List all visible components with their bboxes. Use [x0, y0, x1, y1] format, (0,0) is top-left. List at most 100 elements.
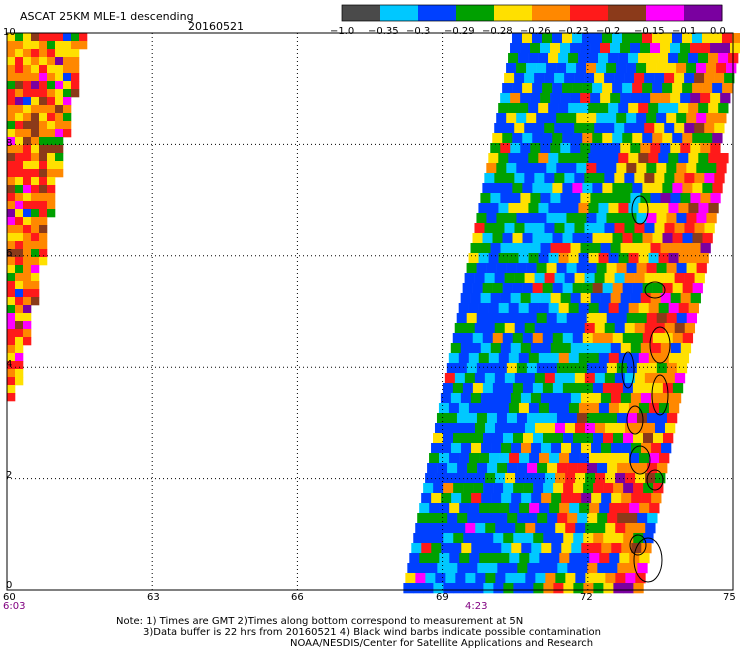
swath-cell — [15, 129, 24, 138]
swath-cell — [546, 363, 558, 374]
swath-cell — [465, 573, 476, 584]
swath-cell — [544, 423, 556, 434]
swath-cell — [550, 243, 561, 254]
swath-cell — [714, 73, 725, 84]
swath-cell — [496, 413, 508, 424]
swath-cell — [700, 93, 711, 104]
swath-cell — [549, 553, 560, 564]
swath-cell — [608, 253, 619, 264]
swath-cell — [542, 33, 553, 44]
swath-cell — [602, 183, 613, 194]
swath-cell — [431, 493, 442, 504]
swath-cell — [712, 33, 723, 44]
swath-cell — [520, 193, 531, 204]
swath-cell — [538, 53, 549, 64]
swath-cell — [23, 289, 32, 298]
swath-cell — [493, 483, 504, 494]
swath-cell — [55, 57, 64, 66]
swath-cell — [7, 89, 16, 98]
swath-cell — [577, 463, 588, 474]
swath-cell — [480, 343, 492, 354]
colorbar-swatch — [646, 5, 685, 21]
swath-cell — [600, 43, 611, 54]
swath-cell — [716, 63, 727, 74]
swath-cell — [15, 57, 24, 66]
swath-cell — [698, 53, 709, 64]
swath-cell — [672, 83, 683, 94]
swath-cell — [456, 313, 468, 324]
swath-cell — [39, 33, 48, 42]
swath-cell — [638, 153, 649, 164]
swath-cell — [644, 373, 656, 384]
swath-cell — [419, 503, 430, 514]
swath-cell — [533, 433, 544, 444]
swath-cell — [646, 113, 657, 124]
swath-cell — [566, 413, 578, 424]
swath-cell — [692, 283, 703, 294]
swath-cell — [601, 443, 612, 454]
swath-cell — [504, 73, 515, 84]
swath-cell — [15, 321, 24, 330]
swath-cell — [478, 353, 490, 364]
swath-cell — [668, 53, 679, 64]
swath-cell — [15, 313, 24, 322]
swath-cell — [31, 249, 40, 258]
island-outline — [629, 534, 647, 556]
swath-cell — [63, 121, 72, 130]
swath-cell — [556, 113, 567, 124]
swath-cell — [573, 533, 584, 544]
swath-cell — [47, 129, 56, 138]
swath-cell — [668, 203, 679, 214]
swath-cell — [576, 313, 588, 324]
swath-cell — [510, 243, 521, 254]
swath-cell — [505, 523, 516, 534]
swath-cell — [581, 493, 592, 504]
swath-cell — [488, 253, 499, 264]
swath-cell — [638, 103, 649, 114]
swath-cell — [568, 203, 579, 214]
swath-cell — [490, 193, 501, 204]
swath-cell — [531, 543, 542, 554]
swath-cell — [688, 53, 699, 64]
swath-cell — [517, 563, 528, 574]
swath-cell — [15, 41, 24, 50]
swath-cell — [590, 93, 601, 104]
swath-cell — [609, 553, 620, 564]
swath-cell — [489, 553, 500, 564]
swath-cell — [644, 223, 655, 234]
swath-cell — [650, 93, 661, 104]
swath-cell — [686, 163, 697, 174]
swath-cell — [632, 183, 643, 194]
swath-cell — [513, 533, 524, 544]
swath-cell — [648, 153, 659, 164]
swath-cell — [71, 65, 80, 74]
swath-cell — [650, 43, 661, 54]
swath-cell — [554, 273, 565, 284]
swath-cell — [658, 253, 669, 264]
swath-cell — [666, 63, 677, 74]
swath-cell — [560, 243, 571, 254]
swath-cell — [617, 513, 628, 524]
swath-cell — [530, 43, 541, 54]
swath-cell — [630, 243, 641, 254]
swath-cell — [604, 323, 616, 334]
swath-cell — [658, 53, 669, 64]
swath-cell — [682, 183, 693, 194]
swath-cell — [419, 553, 430, 564]
swath-cell — [638, 53, 649, 64]
swath-cell — [39, 233, 48, 242]
swath-cell — [568, 253, 579, 264]
swath-cell — [584, 73, 595, 84]
colorbar-label: −0.2 — [596, 26, 621, 37]
swath-cell — [474, 373, 486, 384]
swath-cell — [598, 203, 609, 214]
swath-cell — [506, 163, 517, 174]
swath-cell — [55, 33, 64, 42]
swath-cell — [55, 161, 64, 170]
swath-cell — [480, 193, 491, 204]
swath-cell — [493, 583, 504, 594]
swath-cell — [558, 103, 569, 114]
swath-cell — [718, 103, 729, 114]
swath-cell — [643, 433, 654, 444]
swath-cell — [537, 513, 548, 524]
